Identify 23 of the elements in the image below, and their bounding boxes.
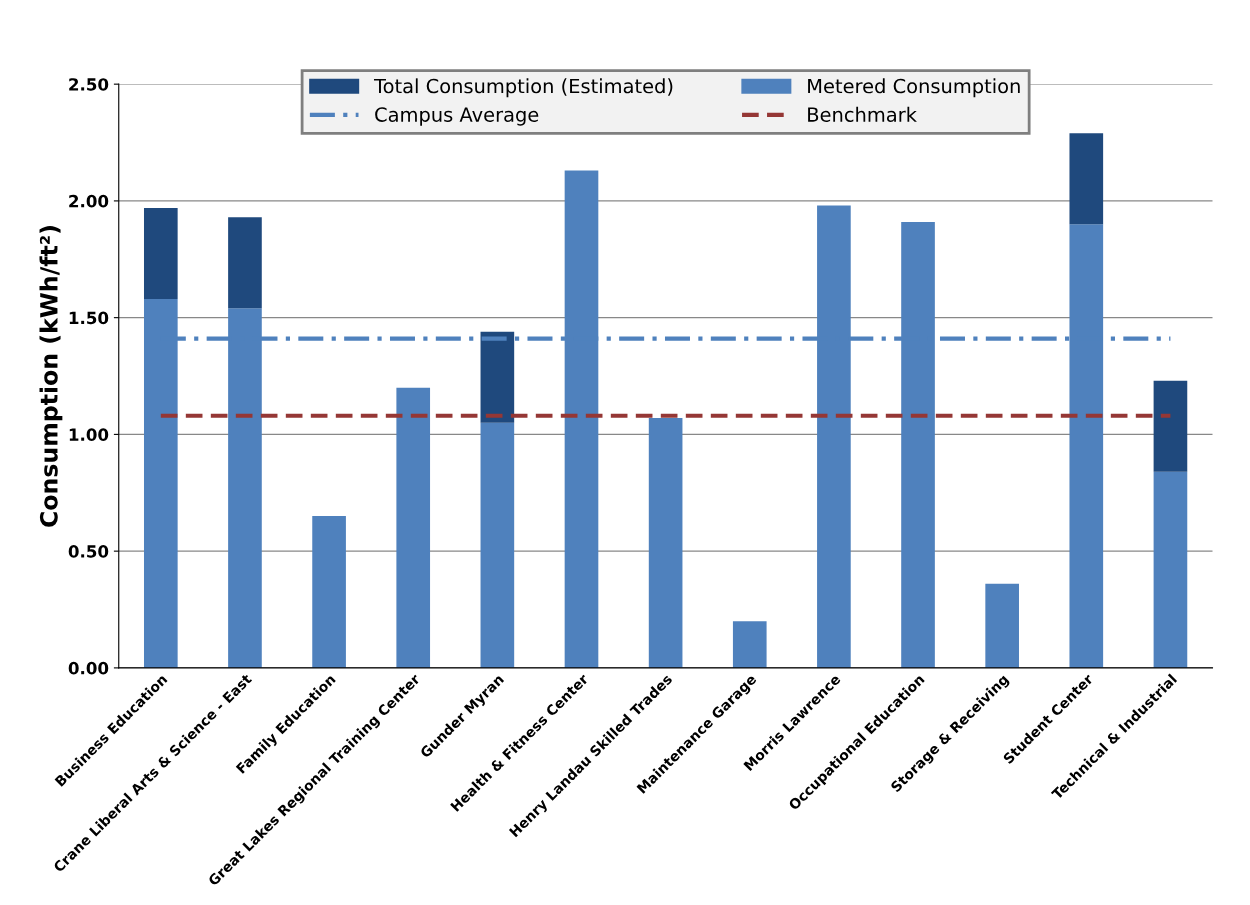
y-tick-label: 1.50 bbox=[69, 311, 109, 325]
y-axis-title: Consumption (kWh/ft²) bbox=[39, 226, 63, 527]
y-tick-label: 2.50 bbox=[69, 78, 109, 91]
y-tick-label: 0.50 bbox=[68, 545, 109, 558]
bar bbox=[480, 422, 515, 668]
bar bbox=[228, 217, 262, 309]
bar bbox=[985, 583, 1019, 668]
bar bbox=[732, 621, 767, 668]
bar bbox=[1153, 471, 1188, 668]
y-tick-label: 1.00 bbox=[69, 428, 109, 441]
legend-label: Metered Consumption bbox=[808, 78, 1020, 98]
bar bbox=[312, 516, 346, 668]
bar bbox=[1153, 380, 1188, 472]
bar bbox=[480, 331, 515, 423]
legend-label: Total Consumption (Estimated) bbox=[373, 78, 673, 98]
bar bbox=[648, 418, 683, 668]
y-tick-label: 2.00 bbox=[69, 194, 109, 208]
bar bbox=[1069, 133, 1104, 225]
bar bbox=[396, 387, 431, 668]
legend-label: Benchmark bbox=[808, 106, 917, 122]
y-tick-label: 0.00 bbox=[68, 661, 109, 675]
legend-label: Campus Average bbox=[375, 107, 539, 126]
bar bbox=[143, 207, 178, 299]
